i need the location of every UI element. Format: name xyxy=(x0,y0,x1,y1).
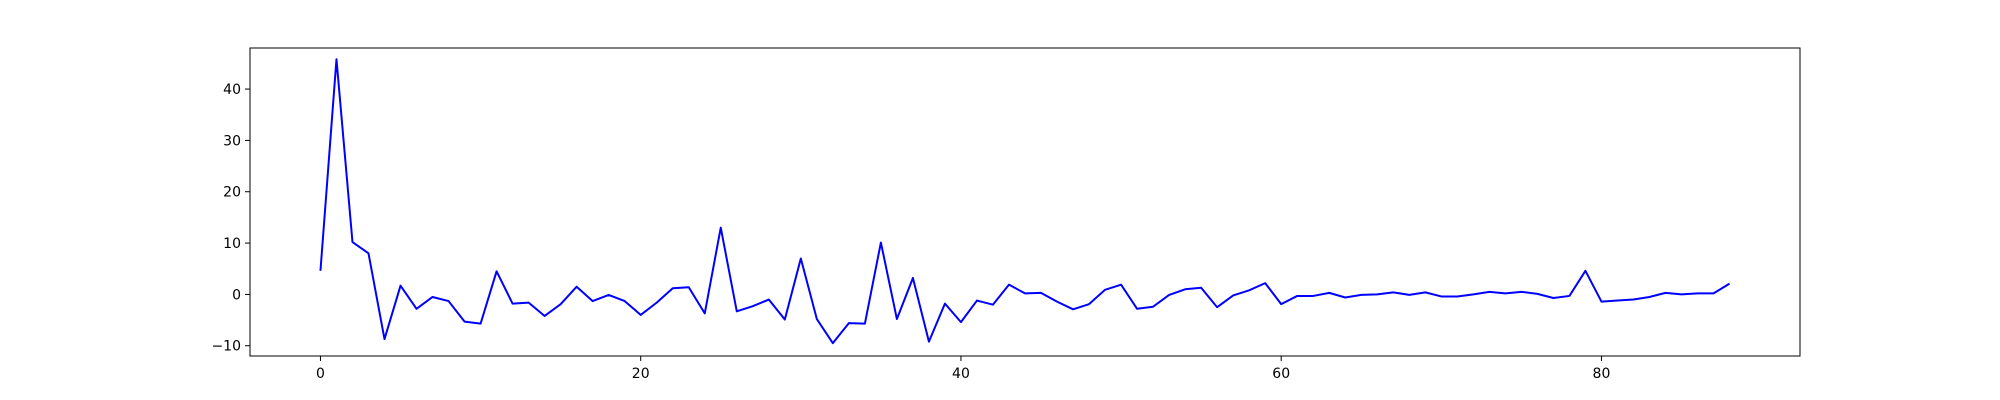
series-layer xyxy=(319,58,1731,345)
x-axis: 0 20 40 60 80 xyxy=(316,356,1610,382)
x-tick-label: 60 xyxy=(1272,366,1290,382)
y-axis: −10 0 10 20 30 40 xyxy=(211,82,250,355)
y-tick-label: −10 xyxy=(211,339,241,355)
y-tick-label: 10 xyxy=(223,236,241,252)
y-tick-label: 20 xyxy=(223,185,241,201)
axes-frame xyxy=(249,47,1801,357)
x-tick-label: 0 xyxy=(316,366,325,382)
y-tick-label: 40 xyxy=(223,82,241,98)
series-line xyxy=(319,58,1731,345)
x-tick-label: 40 xyxy=(952,366,970,382)
y-tick-label: 0 xyxy=(232,287,241,303)
x-tick-label: 80 xyxy=(1593,366,1611,382)
y-tick-label: 30 xyxy=(223,133,241,149)
x-tick-label: 20 xyxy=(632,366,650,382)
plot-area xyxy=(249,47,1801,357)
